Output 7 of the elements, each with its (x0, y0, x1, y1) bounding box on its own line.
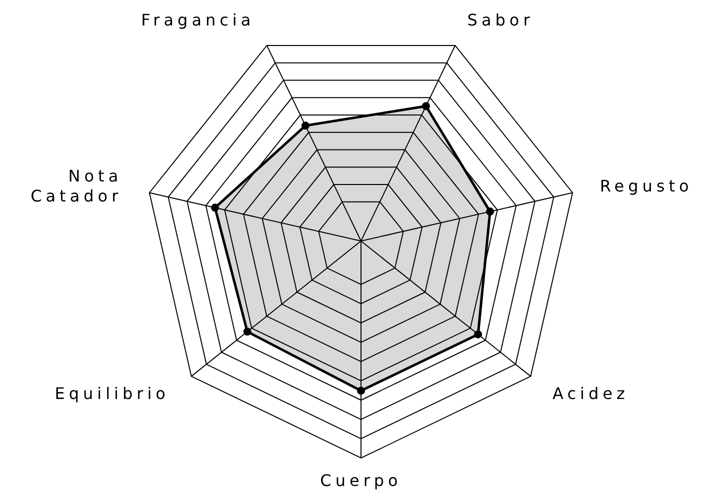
spoke-label: Fragancia (141, 10, 255, 30)
spoke-label: Cuerpo (320, 471, 402, 490)
spoke-label: Sabor (467, 10, 534, 30)
spoke-label: Equilibrio (54, 384, 170, 403)
spoke-label: Regusto (600, 176, 693, 196)
spoke-label: Acidez (552, 384, 629, 403)
spoke-label: Nota Catador (30, 166, 122, 206)
